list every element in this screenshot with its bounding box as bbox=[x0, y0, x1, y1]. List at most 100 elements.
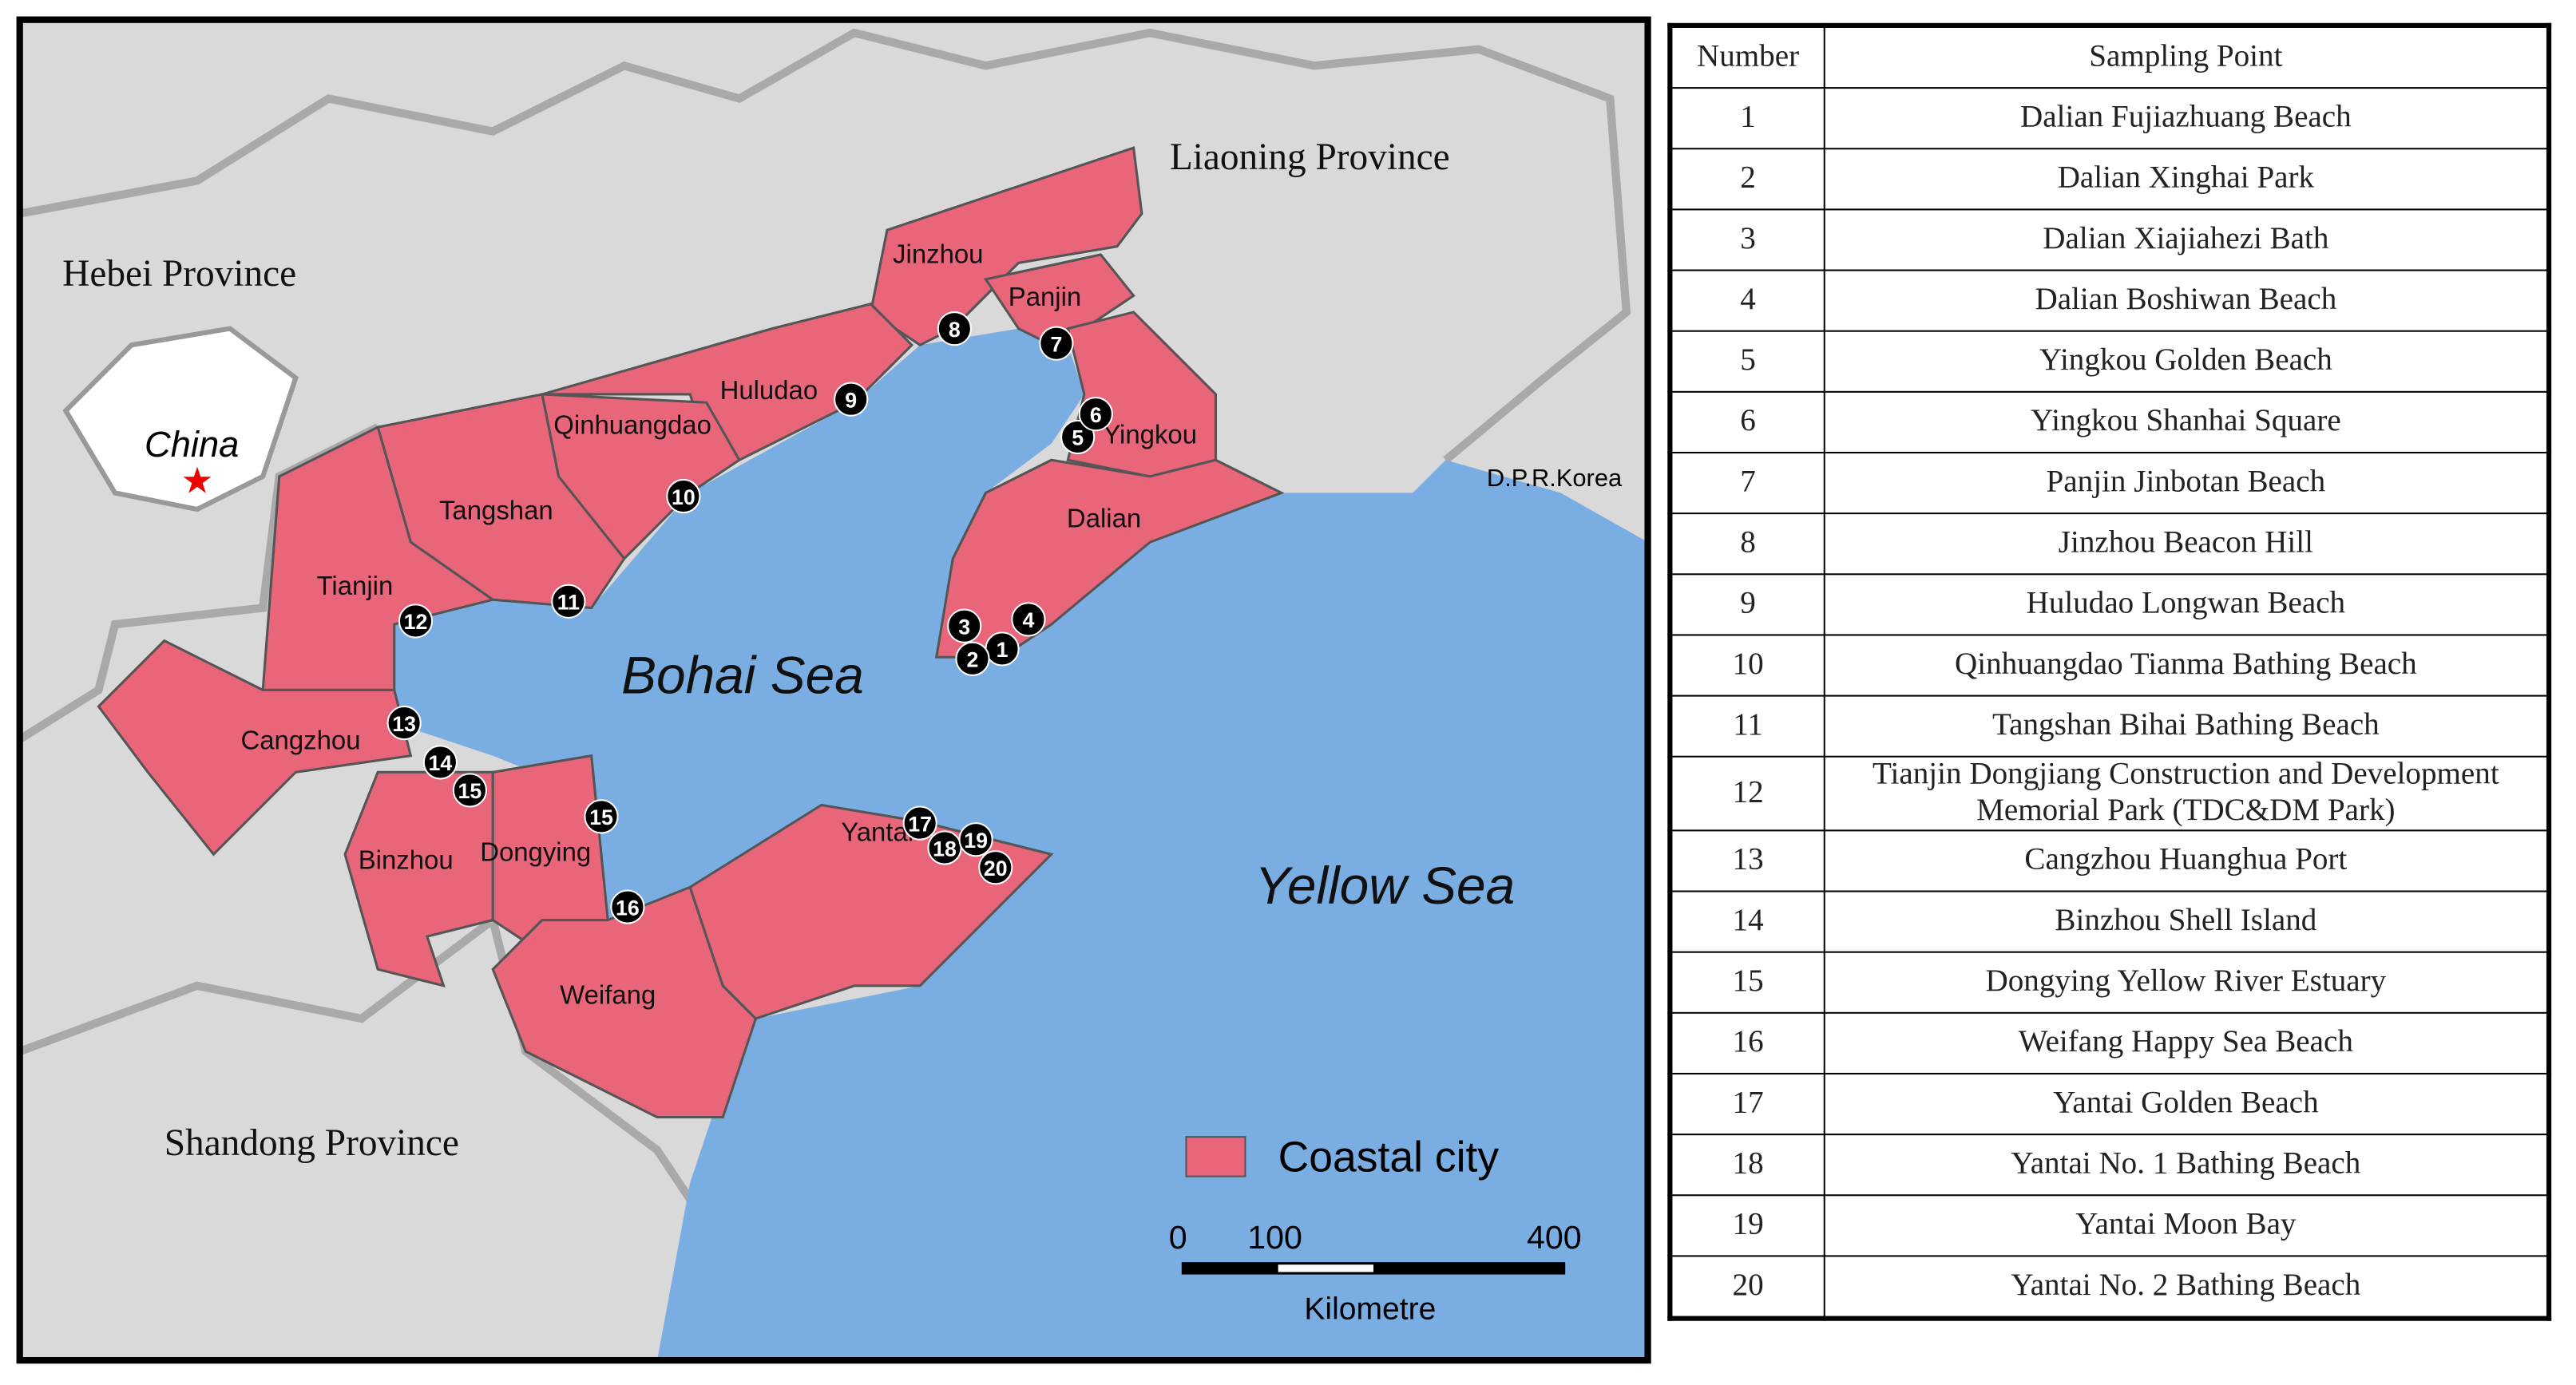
city-label: Tianjin bbox=[317, 571, 394, 600]
table-cell: Yingkou Golden Beach bbox=[1823, 330, 2550, 393]
scale-tick: 0 bbox=[1169, 1219, 1187, 1256]
sampling-marker bbox=[398, 603, 434, 639]
sampling-number: 18 bbox=[933, 837, 957, 861]
table-cell: 9 bbox=[1669, 573, 1825, 636]
table-cell: Dongying Yellow River Estuary bbox=[1823, 951, 2550, 1014]
table-cell: 7 bbox=[1669, 451, 1825, 515]
table-cell: Yantai No. 1 Bathing Beach bbox=[1823, 1134, 2550, 1197]
table-cell: Tangshan Bihai Bathing Beach bbox=[1823, 694, 2550, 758]
province-label: Hebei Province bbox=[62, 253, 296, 295]
table-cell: 1 bbox=[1669, 87, 1825, 150]
city-label: Yingkou bbox=[1103, 420, 1197, 449]
table-cell: 3 bbox=[1669, 208, 1825, 271]
table-cell: Qinhuangdao Tianma Bathing Beach bbox=[1823, 634, 2550, 697]
table-row: 11 Tangshan Bihai Bathing Beach bbox=[1669, 694, 2550, 758]
table-cell: Jinzhou Beacon Hill bbox=[1823, 512, 2550, 576]
city-label: Huludao bbox=[720, 375, 818, 405]
coastal-cities bbox=[97, 146, 1285, 1119]
table-row: 14 Binzhou Shell Island bbox=[1669, 890, 2550, 953]
scale-tick: 100 bbox=[1247, 1219, 1302, 1256]
province-label: Shandong Province bbox=[164, 1122, 459, 1164]
city-label: Tangshan bbox=[439, 495, 553, 524]
scale-unit: Kilometre bbox=[1304, 1292, 1436, 1327]
city-label: Yantai bbox=[841, 817, 913, 847]
sampling-marker bbox=[386, 705, 422, 741]
table-row: 9 Huludao Longwan Beach bbox=[1669, 573, 2550, 636]
table-cell: Yantai Golden Beach bbox=[1823, 1072, 2550, 1136]
table-cell: 15 bbox=[1669, 951, 1825, 1014]
table-cell: 18 bbox=[1669, 1134, 1825, 1197]
sampling-marker bbox=[610, 889, 645, 924]
table-row: 7 Panjin Jinbotan Beach bbox=[1669, 451, 2550, 515]
table-cell: Panjin Jinbotan Beach bbox=[1823, 451, 2550, 515]
sampling-marker bbox=[958, 822, 993, 857]
table-cell: Yingkou Shanhai Square bbox=[1823, 390, 2550, 454]
sampling-number: 16 bbox=[616, 896, 640, 920]
sampling-marker bbox=[1011, 602, 1046, 637]
province-label: D.P.R.Korea bbox=[1487, 464, 1623, 492]
sampling-marker bbox=[551, 584, 586, 619]
sampling-number: 1 bbox=[997, 638, 1009, 662]
table-cell: Weifang Happy Sea Beach bbox=[1823, 1011, 2550, 1074]
table-cell: 17 bbox=[1669, 1072, 1825, 1136]
table-cell: Number bbox=[1669, 24, 1825, 89]
table-cell: Dalian Xinghai Park bbox=[1823, 148, 2550, 211]
table-cell: Dalian Boshiwan Beach bbox=[1823, 269, 2550, 332]
table-cell: Dalian Fujiazhuang Beach bbox=[1823, 87, 2550, 150]
sampling-number: 13 bbox=[392, 712, 416, 736]
table-cell: Huludao Longwan Beach bbox=[1823, 573, 2550, 636]
country-label: China bbox=[145, 424, 239, 465]
sampling-number: 2 bbox=[967, 648, 979, 672]
sampling-number: 11 bbox=[557, 591, 580, 615]
table-cell: 6 bbox=[1669, 390, 1825, 454]
table-row: 17 Yantai Golden Beach bbox=[1669, 1072, 2550, 1136]
city-label: Binzhou bbox=[359, 845, 454, 875]
table: Number Sampling Point 1 Dalian Fujiazhuang … bbox=[1667, 22, 2552, 1321]
sampling-number: 5 bbox=[1072, 426, 1084, 450]
table-row: 20 Yantai No. 2 Bathing Beach bbox=[1669, 1255, 2550, 1320]
sampling-marker bbox=[1060, 419, 1096, 455]
table-row: 8 Jinzhou Beacon Hill bbox=[1669, 512, 2550, 576]
sea bbox=[394, 328, 1648, 1361]
sampling-marker bbox=[937, 311, 972, 346]
sampling-number: 12 bbox=[404, 610, 428, 634]
sampling-marker bbox=[1078, 397, 1113, 432]
city-label: Dalian bbox=[1067, 504, 1141, 533]
star: ★ bbox=[181, 460, 214, 501]
sampling-marker bbox=[584, 799, 619, 834]
map-frame bbox=[16, 16, 1651, 1364]
sampling-number: 6 bbox=[1090, 403, 1102, 427]
table-cell: 16 bbox=[1669, 1011, 1825, 1074]
table-cell: Cangzhou Huanghua Port bbox=[1823, 829, 2550, 892]
table-cell: 12 bbox=[1669, 755, 1825, 832]
sampling-marker bbox=[955, 641, 990, 676]
sampling-number: 15 bbox=[589, 805, 613, 829]
table-row: 15 Dongying Yellow River Estuary bbox=[1669, 951, 2550, 1014]
china-inset bbox=[62, 326, 299, 512]
table-row: 18 Yantai No. 1 Bathing Beach bbox=[1669, 1134, 2550, 1197]
table-cell: 19 bbox=[1669, 1194, 1825, 1257]
table-cell: 11 bbox=[1669, 694, 1825, 758]
city-label: Qinhuangdao bbox=[553, 410, 711, 439]
table-cell: Dalian Xiajiahezi Bath bbox=[1823, 208, 2550, 271]
sampling-marker bbox=[834, 382, 869, 417]
sampling-number: 14 bbox=[429, 751, 453, 775]
province-label: Liaoning Province bbox=[1170, 137, 1450, 178]
table-cell: 5 bbox=[1669, 330, 1825, 393]
sampling-number: 19 bbox=[964, 829, 988, 853]
sampling-number: 17 bbox=[908, 812, 932, 836]
table-row: 12 Tianjin Dongjiang Construction and Dev… bbox=[1669, 755, 2550, 832]
labels: Liaoning Province Hebei Province Shandon… bbox=[62, 137, 1623, 1164]
scale-tick: 400 bbox=[1527, 1219, 1582, 1256]
city-label: Panjin bbox=[1009, 282, 1081, 311]
table-row: 10 Qinhuangdao Tianma Bathing Beach bbox=[1669, 634, 2550, 697]
city-label: Weifang bbox=[560, 979, 656, 1009]
table-row: 16 Weifang Happy Sea Beach bbox=[1669, 1011, 2550, 1074]
scale-bar bbox=[1373, 1263, 1564, 1274]
sampling-number: 10 bbox=[672, 485, 696, 509]
scale-bar bbox=[1183, 1263, 1278, 1274]
